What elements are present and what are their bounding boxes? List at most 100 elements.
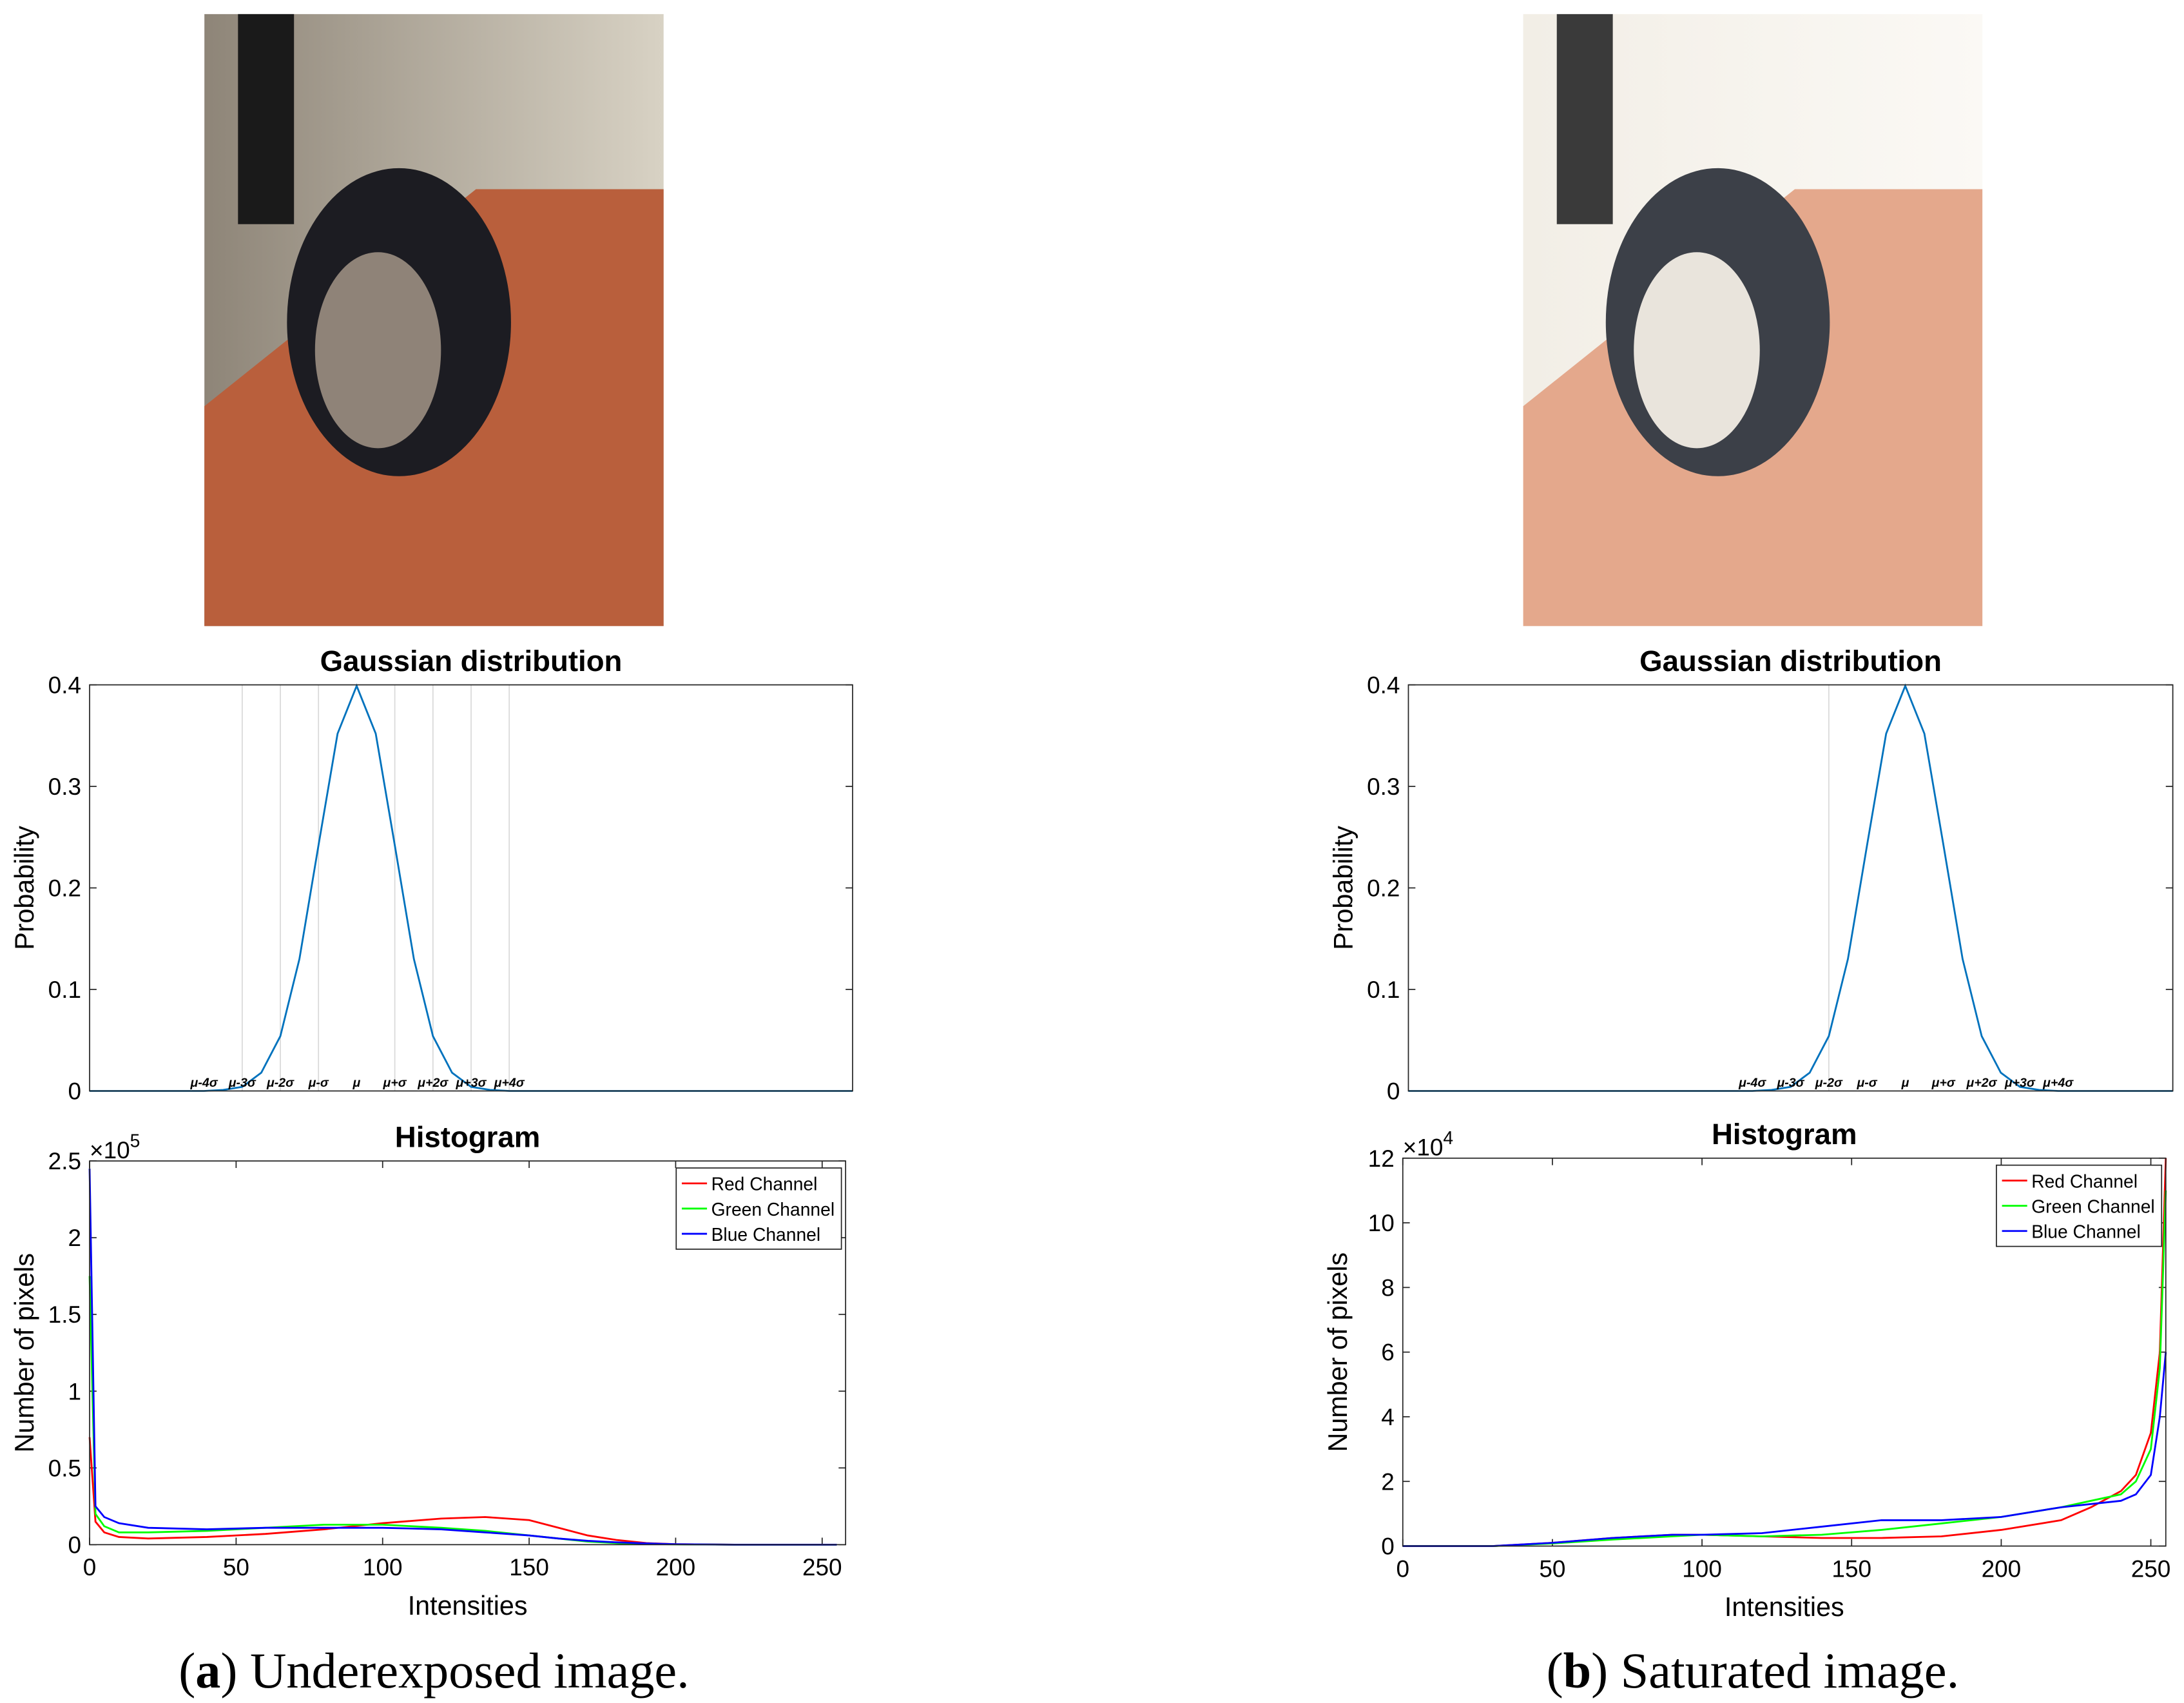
chart-title: Gaussian distribution (320, 645, 623, 677)
x-tick-label: 200 (656, 1554, 696, 1581)
chart-title: Histogram (1712, 1118, 1857, 1151)
y-tick-label: 1 (68, 1378, 81, 1405)
series-line (88, 1168, 837, 1546)
y-tick-label: 0.5 (48, 1455, 81, 1481)
y-tick-label: 10 (1368, 1210, 1395, 1236)
series-line (1408, 683, 2173, 1092)
x-tick-label: 50 (223, 1554, 249, 1581)
chart: Histogram Number of pixels Intensities 0 2 4 6… (1323, 1118, 2170, 1622)
sigma-label: μ-2σ (266, 1076, 295, 1090)
sigma-label: μ-3σ (228, 1076, 256, 1090)
legend-label: Blue Channel (711, 1224, 821, 1245)
series-line (90, 683, 853, 1092)
series-line (88, 1276, 837, 1546)
sigma-label: μ+σ (1931, 1076, 1956, 1090)
y-multiplier-exponent: 4 (1443, 1127, 1453, 1148)
y-tick-label: 2 (68, 1225, 81, 1251)
y-tick-label: 4 (1381, 1404, 1395, 1430)
y-axis-label: Number of pixels (10, 1253, 39, 1453)
caption-close: ) (1591, 1642, 1608, 1698)
x-tick-label: 0 (83, 1554, 97, 1581)
sigma-label: μ+4σ (494, 1076, 525, 1090)
legend-label: Red Channel (2031, 1171, 2138, 1191)
chart-title: Gaussian distribution (1639, 645, 1942, 677)
x-tick-label: 250 (802, 1554, 842, 1581)
y-multiplier-base: ×10 (90, 1137, 130, 1163)
chart: Gaussian distribution Probability 0 0.1 0.2 0… (10, 645, 853, 1105)
y-tick-label: 0.3 (1367, 774, 1400, 800)
sigma-label: μ+2σ (1966, 1076, 1998, 1090)
caption-text: Saturated image. (1621, 1642, 1959, 1698)
sigma-label: μ+3σ (456, 1076, 487, 1090)
sigma-label: μ (353, 1076, 361, 1090)
y-tick-label: 0.1 (48, 977, 81, 1003)
axes-box (89, 1160, 847, 1546)
caption-label: b (1563, 1642, 1591, 1698)
y-tick-label: 2.5 (48, 1148, 81, 1174)
y-multiplier-exponent: 5 (130, 1130, 140, 1151)
x-axis-label: Intensities (408, 1591, 528, 1620)
sigma-label: μ-σ (308, 1076, 329, 1090)
y-tick-label: 2 (1381, 1468, 1395, 1495)
sigma-label: μ-4σ (190, 1076, 218, 1090)
legend-label: Red Channel (711, 1174, 818, 1194)
y-tick-label: 0.1 (1367, 977, 1400, 1003)
x-tick-label: 0 (1396, 1555, 1410, 1582)
x-tick-label: 250 (2131, 1555, 2171, 1582)
sigma-label: μ+4σ (2042, 1076, 2074, 1090)
sigma-label: μ+2σ (417, 1076, 449, 1090)
y-multiplier: ×105 (90, 1130, 140, 1163)
x-tick-label: 200 (1982, 1555, 2022, 1582)
sigma-label: μ-3σ (1776, 1076, 1804, 1090)
y-tick-label: 0.4 (1367, 672, 1400, 699)
caption-text: Underexposed image. (250, 1642, 690, 1698)
sigma-label: μ+3σ (2004, 1076, 2036, 1090)
caption-open: ( (179, 1642, 195, 1698)
legend-label: Green Channel (2031, 1196, 2155, 1216)
y-tick-label: 1.5 (48, 1301, 81, 1328)
sigma-label: μ (1901, 1076, 1909, 1090)
y-tick-label: 8 (1381, 1274, 1395, 1301)
y-tick-label: 12 (1368, 1145, 1395, 1172)
sigma-label: μ-4σ (1738, 1076, 1766, 1090)
axes-box (89, 684, 853, 1092)
y-tick-label: 0.3 (48, 774, 81, 800)
legend-label: Blue Channel (2031, 1221, 2141, 1242)
axes-box (1402, 1157, 2167, 1547)
x-tick-label: 50 (1539, 1555, 1565, 1582)
y-axis-label: Number of pixels (1323, 1252, 1353, 1452)
caption-close: ) (220, 1642, 237, 1698)
y-axis-label: Probability (10, 826, 39, 950)
x-tick-label: 100 (1682, 1555, 1722, 1582)
series-line (1402, 1352, 2167, 1547)
sigma-label: μ-2σ (1815, 1076, 1843, 1090)
y-axis-label: Probability (1329, 826, 1358, 950)
legend-label: Green Channel (711, 1199, 835, 1220)
x-tick-label: 150 (509, 1554, 549, 1581)
sigma-label: μ+σ (383, 1076, 407, 1090)
y-tick-label: 0 (1387, 1078, 1400, 1105)
x-tick-label: 100 (363, 1554, 403, 1581)
y-tick-label: 0 (68, 1078, 81, 1105)
y-multiplier-base: ×10 (1403, 1134, 1444, 1160)
caption-open: ( (1547, 1642, 1563, 1698)
photo (1523, 14, 1983, 627)
y-tick-label: 0.2 (1367, 875, 1400, 902)
x-axis-label: Intensities (1725, 1592, 1844, 1622)
chart: Gaussian distribution Probability 0 0.1 0.2 0… (1329, 645, 2174, 1105)
y-tick-label: 0.4 (48, 672, 81, 699)
chart: Histogram Number of pixels Intensities 0 0.5… (10, 1120, 847, 1620)
photo (204, 14, 664, 627)
caption-label: a (195, 1642, 220, 1698)
y-tick-label: 6 (1381, 1339, 1395, 1366)
y-multiplier: ×104 (1403, 1127, 1453, 1160)
x-tick-label: 150 (1831, 1555, 1871, 1582)
axes-box (1407, 684, 2174, 1092)
caption: (a) Underexposed image. (179, 1642, 689, 1698)
caption: (b) Saturated image. (1547, 1642, 1960, 1698)
series-line (1402, 1190, 2167, 1547)
y-tick-label: 0.2 (48, 875, 81, 902)
sigma-label: μ-σ (1857, 1076, 1878, 1090)
